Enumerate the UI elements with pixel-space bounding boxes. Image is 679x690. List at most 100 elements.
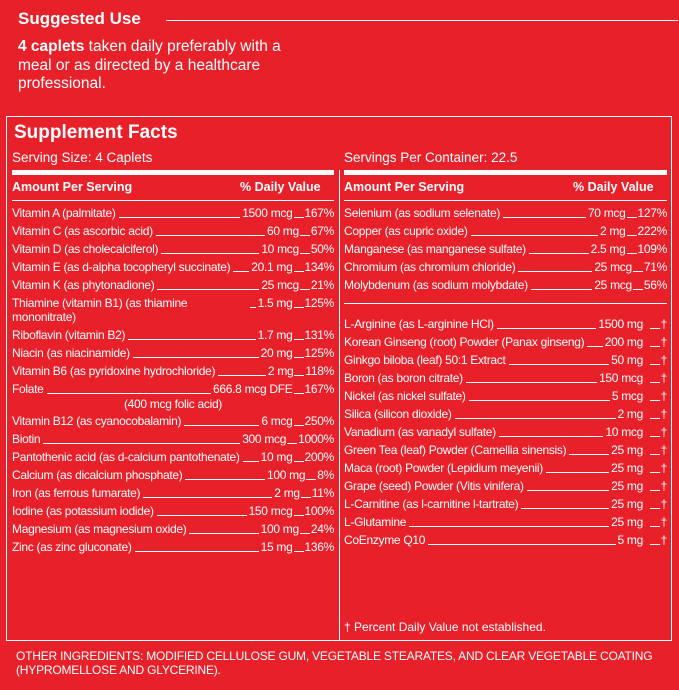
dosage-text: taken daily preferably with a meal or as… (18, 38, 281, 92)
nutrient-name: Selenium (as sodium selenate) (344, 206, 501, 220)
daily-value-wrap: 118% (293, 363, 334, 379)
nutrient-row: Selenium (as sodium selenate) 70 mcg 127% (344, 206, 668, 221)
leader-line (143, 487, 273, 498)
daily-value-wrap: 134% (293, 260, 335, 275)
nutrient-row: Vitamin B12 (as cyanocobalamin) 6 mcg 250% (12, 414, 335, 429)
daily-value-wrap: 125% (293, 296, 334, 311)
nutrient-name-wrap: Pantothenic acid (as d-calcium pantothen… (12, 450, 261, 465)
nutrient-name: Iron (as ferrous fumarate) (12, 486, 141, 500)
daily-value-wrap: † (643, 424, 668, 440)
nutrient-name-wrap: Green Tea (leaf) Powder (Camellia sinens… (344, 443, 611, 458)
nutrient-name-wrap: Folate (12, 382, 213, 397)
nutrient-amount: 15 mg (260, 540, 293, 554)
nutrient-amount: 25 mg (611, 478, 643, 493)
daily-value-wrap: 11% (300, 486, 334, 501)
nutrient-name-wrap: Calcium (as dicalcium phosphate) (12, 468, 267, 483)
leader-line (287, 433, 298, 444)
leader-line (649, 516, 660, 527)
dosage-bold: 4 caplets (18, 38, 85, 55)
thick-divider-right (344, 170, 667, 175)
daily-value: † (660, 424, 668, 439)
leader-line (626, 225, 637, 236)
nutrient-row: Vitamin B6 (as pyridoxine hydrochloride)… (12, 363, 334, 379)
daily-value-wrap: † (643, 388, 668, 404)
nutrient-row: Silica (silicon dioxide) 2 mg † (344, 407, 667, 422)
nutrient-amount: 100 mg (267, 468, 306, 482)
leader-line (306, 469, 317, 480)
nutrient-amount: 150 mcg (599, 370, 643, 385)
nutrient-amount: 200 mg (604, 334, 644, 349)
leader-line (155, 225, 266, 236)
amount-header-right: Amount Per Serving (344, 180, 465, 194)
nutrient-row: Vanadium (as vanadyl sulfate) 10 mcg † (344, 424, 668, 440)
nutrient-amount: 2 mg (600, 224, 626, 238)
nutrient-row: Niacin (as niacinamide) 20 mg 125% (12, 346, 334, 361)
serving-size: Serving Size: 4 Caplets (12, 150, 153, 165)
nutrient-name-wrap: Vitamin K (as phytonadione) (12, 278, 261, 293)
daily-value-wrap: 222% (626, 224, 667, 239)
nutrient-amount: 60 mg (267, 224, 299, 238)
nutrient-row: Vitamin D (as cholecalciferol) 10 mcg 50% (12, 242, 334, 257)
nutrient-amount: 25 mg (611, 460, 643, 475)
leader-line (528, 243, 589, 254)
nutrient-name-wrap: Riboflavin (vitamin B2) (12, 328, 258, 343)
leader-line (632, 279, 643, 290)
daily-value-wrap: 1000% (286, 432, 334, 447)
daily-value: † (660, 388, 668, 403)
nutrient-name: L-Glutamine (344, 514, 407, 529)
suggested-use-text: 4 caplets taken daily preferably with a … (18, 38, 308, 94)
leader-line (626, 207, 637, 218)
leader-line (626, 243, 637, 254)
daily-value: 136% (304, 540, 335, 554)
nutrient-amount: 1.5 mg (257, 296, 293, 310)
nutrient-name: Maca (root) Powder (Lepidium meyenii) (344, 460, 543, 475)
leader-line (649, 480, 660, 491)
section-gap (344, 302, 667, 304)
nutrient-name-wrap: Maca (root) Powder (Lepidium meyenii) (344, 460, 611, 476)
nutrient-name-wrap: Vitamin D (as cholecalciferol) (12, 242, 261, 257)
leader-line (242, 451, 259, 462)
daily-value-wrap: 250% (293, 414, 335, 429)
nutrient-row: L-Glutamine 25 mg † (344, 514, 667, 530)
leader-line (465, 372, 598, 383)
leader-line (293, 329, 304, 340)
daily-value: 127% (637, 206, 668, 220)
nutrient-name: Vitamin K (as phytonadione) (12, 278, 155, 292)
nutrients-right-column: Selenium (as sodium selenate) 70 mcg 127% C… (344, 206, 668, 552)
nutrient-name-wrap: Vitamin B12 (as cyanocobalamin) (12, 414, 261, 429)
nutrient-name-wrap: Korean Ginseng (root) Powder (Panax gins… (344, 335, 605, 350)
leader-line (518, 261, 593, 272)
nutrient-row: Vitamin A (palmitate) 1500 mcg 167% (12, 206, 334, 221)
daily-value: 56% (643, 278, 667, 292)
dv-header-left: % Daily Value (240, 180, 321, 194)
leader-line (649, 462, 660, 473)
daily-value-wrap: 125% (293, 346, 334, 361)
nutrient-amount: 6 mcg (261, 414, 293, 428)
daily-value-wrap: 200% (293, 450, 334, 465)
leader-line (134, 541, 259, 552)
nutrient-name: CoEnzyme Q10 (344, 532, 426, 547)
nutrient-name-wrap: L-Arginine (as L-arginine HCl) (344, 317, 598, 332)
daily-value: 118% (305, 363, 334, 378)
leader-line (293, 415, 304, 426)
daily-value: 250% (304, 414, 335, 428)
nutrient-amount: 150 mcg (248, 504, 293, 518)
nutrient-name: Vitamin B12 (as cyanocobalamin) (12, 414, 182, 428)
nutrient-name-wrap: Vitamin E (as d-alpha tocopheryl succina… (12, 260, 251, 275)
daily-value: 67% (310, 224, 334, 238)
leader-line (454, 408, 616, 419)
leader-line (118, 207, 241, 218)
nutrient-name: Vitamin A (palmitate) (12, 206, 116, 220)
nutrient-row: Magnesium (as magnesium oxide) 100 mg 24% (12, 522, 334, 537)
leader-line (185, 469, 266, 480)
leader-line (293, 505, 304, 516)
nutrient-name: Vanadium (as vanadyl sulfate) (344, 424, 496, 439)
nutrient-row: Chromium (as chromium chloride) 25 mcg 71% (344, 260, 667, 275)
daily-value: † (660, 460, 668, 475)
nutrient-name-wrap: Manganese (as manganese sulfate) (344, 242, 591, 257)
daily-value: 134% (304, 260, 335, 274)
nutrient-name: Chromium (as chromium chloride) (344, 260, 516, 274)
nutrient-row: Molybdenum (as sodium molybdate) 25 mcg 56… (344, 278, 667, 293)
nutrient-amount: 5 mg (617, 532, 644, 547)
leader-line (299, 243, 310, 254)
